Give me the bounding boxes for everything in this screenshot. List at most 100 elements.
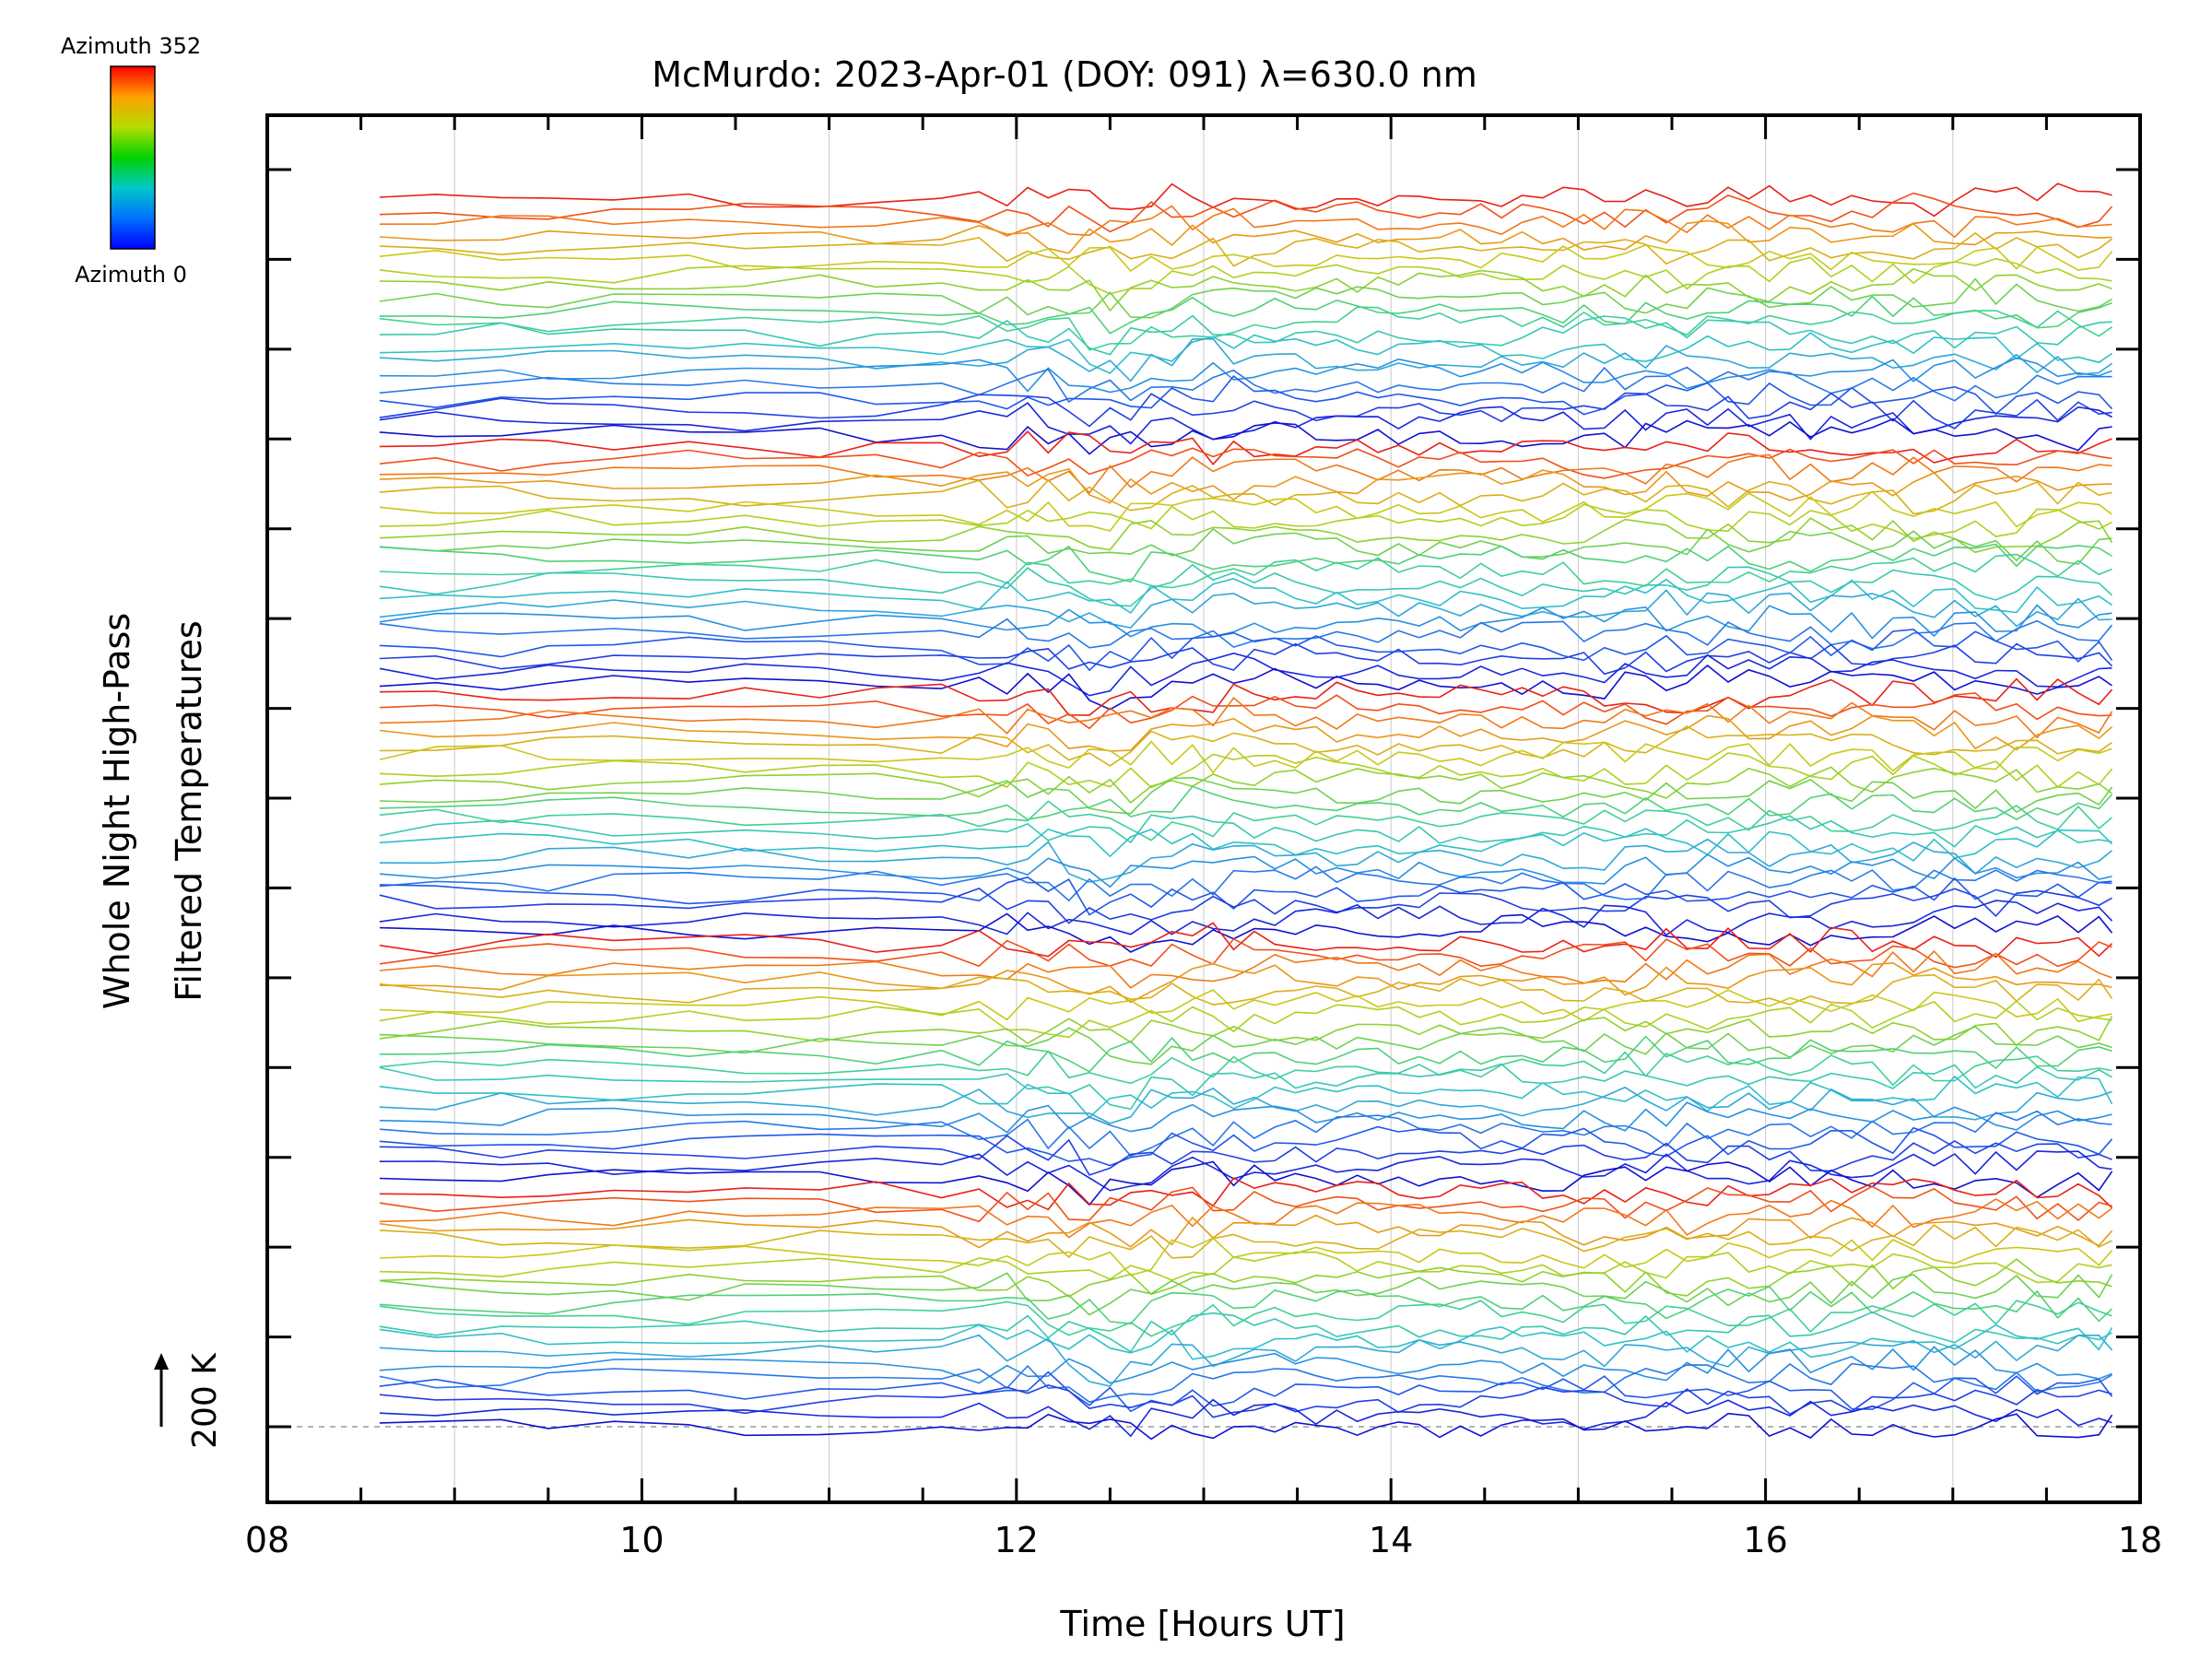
series-line — [379, 1125, 2113, 1167]
series-line — [379, 543, 2112, 583]
x-tick-label: 08 — [245, 1520, 289, 1560]
series-line — [379, 876, 2112, 916]
y-axis-label-line1: Whole Night High-Pass — [97, 613, 137, 1009]
series-line — [379, 306, 2112, 351]
series-line — [379, 677, 2113, 716]
series-line — [379, 553, 2112, 589]
series-line — [379, 589, 2112, 629]
series-line — [379, 366, 2112, 404]
series-line — [379, 1224, 2112, 1259]
series-line — [379, 267, 2112, 312]
series-line — [379, 814, 2112, 848]
series-line — [379, 1362, 2112, 1404]
series-line — [379, 402, 2112, 445]
x-tick-labels: 08 10 12 14 16 18 — [245, 1520, 2162, 1560]
series-line — [379, 1185, 2112, 1223]
series-line — [379, 865, 2112, 902]
series-line — [379, 828, 2113, 862]
series-line — [379, 1398, 2112, 1438]
colorbar: Azimuth 352 Azimuth 0 — [61, 33, 201, 288]
scale-bar-arrow-head — [154, 1353, 169, 1370]
series-line — [379, 243, 2113, 273]
series-line — [379, 430, 2112, 466]
series-line — [379, 1000, 2112, 1039]
series-line — [379, 314, 2112, 356]
plot-frame — [265, 113, 2142, 1504]
series-line — [379, 642, 2113, 676]
series-line — [379, 231, 2112, 267]
series-line — [379, 1063, 2112, 1111]
series-line — [379, 853, 2112, 888]
series-line — [379, 375, 2113, 416]
series-line — [379, 1237, 2113, 1277]
series-line — [379, 332, 2112, 374]
series-line — [379, 776, 2113, 815]
series-line — [379, 517, 2113, 554]
series-line — [379, 800, 2113, 841]
series-line — [379, 1285, 2113, 1325]
series-line — [379, 578, 2112, 615]
series-line — [379, 295, 2112, 335]
series-line — [379, 256, 2112, 295]
series-line — [379, 838, 2113, 883]
series-line — [379, 887, 2112, 924]
series-line — [379, 182, 2112, 218]
series-line — [379, 697, 2113, 739]
series-line — [379, 714, 2113, 752]
x-tick-label: 10 — [619, 1520, 664, 1560]
series-line — [379, 1035, 2112, 1073]
x-tick-label: 18 — [2118, 1520, 2162, 1560]
series-line — [379, 392, 2112, 429]
series-line — [379, 1075, 2113, 1119]
x-tick-label: 12 — [994, 1520, 1039, 1560]
series-line — [379, 1311, 2112, 1353]
series-line — [379, 503, 2112, 540]
series-line — [379, 277, 2112, 319]
series-line — [379, 1272, 2113, 1316]
series-line — [379, 418, 2112, 455]
series-line — [379, 337, 2112, 382]
series-line — [379, 692, 2112, 730]
series-line — [379, 766, 2112, 804]
series-line — [379, 1110, 2112, 1158]
series-line — [379, 1258, 2112, 1298]
series-line — [379, 490, 2112, 532]
series-line — [379, 740, 2112, 774]
series-line — [379, 1371, 2113, 1413]
series-line — [379, 527, 2112, 565]
series-line — [379, 478, 2112, 515]
series-line — [379, 453, 2112, 495]
scale-bar: 200 K — [154, 1352, 224, 1449]
series-line — [379, 1135, 2112, 1176]
series-line — [379, 1101, 2112, 1134]
series-line — [379, 989, 2112, 1023]
series-line — [379, 604, 2112, 640]
series-line — [379, 725, 2112, 767]
series-line — [379, 1334, 2113, 1387]
series-line — [379, 1177, 2113, 1211]
series-line — [379, 1016, 2113, 1047]
series-line — [379, 1412, 2113, 1441]
series-line — [379, 219, 2112, 254]
series-line — [379, 912, 2113, 953]
series-line — [379, 785, 2113, 821]
colorbar-bottom-label: Azimuth 0 — [75, 262, 187, 288]
series-line — [379, 1346, 2112, 1384]
series-line — [379, 900, 2113, 936]
colorbar-top-label: Azimuth 352 — [61, 33, 201, 59]
series-line — [379, 618, 2113, 650]
series-line — [379, 1324, 2113, 1360]
colorbar-gradient — [110, 65, 156, 250]
series-line — [379, 1300, 2112, 1337]
series-line — [379, 1198, 2112, 1239]
series-line — [379, 949, 2112, 989]
series-line — [379, 205, 2112, 239]
series-line — [379, 1086, 2112, 1124]
series-line — [379, 1160, 2113, 1206]
chart-title: McMurdo: 2023-Apr-01 (DOY: 091) λ=630.0 … — [652, 54, 1477, 95]
series-line — [379, 937, 2112, 969]
series-line — [379, 467, 2112, 504]
x-tick-label: 14 — [1369, 1520, 1413, 1560]
series-line — [379, 961, 2112, 1004]
